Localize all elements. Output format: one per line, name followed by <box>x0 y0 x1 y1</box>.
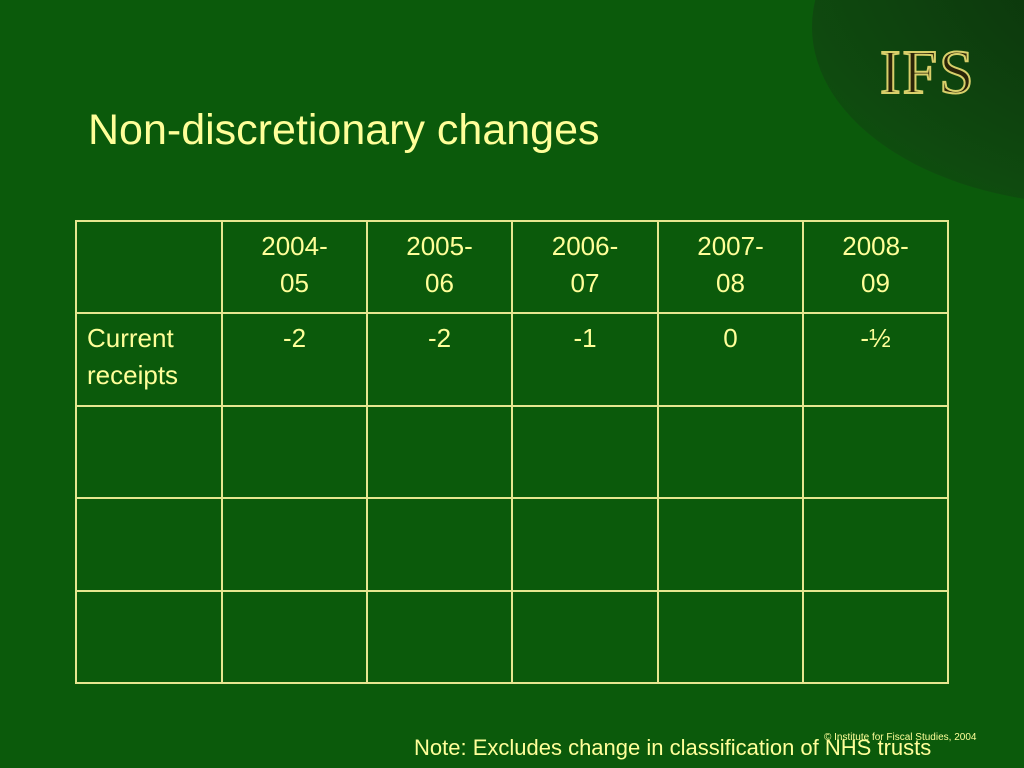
table-header-cell: 2004-05 <box>221 219 368 315</box>
table-cell <box>511 589 659 685</box>
footnote: Note: Excludes change in classification … <box>414 735 932 760</box>
table-header-cell: 2007-08 <box>657 219 804 315</box>
header-label-2004: 2004-05 <box>261 231 328 298</box>
header-label-2006: 2006-07 <box>551 231 619 298</box>
copyright-text: © Institute for Fiscal Studies, 2004 <box>824 732 977 743</box>
ifs-logo: IFS <box>879 38 976 108</box>
header-label-2008: 2008-09 <box>842 231 909 298</box>
table-cell: -½ <box>802 312 949 407</box>
table-cell: -1 <box>511 312 659 407</box>
table-cell <box>657 404 804 500</box>
table-cell: -2 <box>221 312 368 407</box>
slide-title: Non-discretionary changes <box>88 106 600 154</box>
table-cell <box>657 589 804 685</box>
header-label-2005: 2005-06 <box>406 231 473 298</box>
table-cell <box>802 589 949 685</box>
table-cell <box>657 497 804 592</box>
table-cell: 0 <box>657 312 804 407</box>
row-label <box>75 589 223 685</box>
table-cell <box>366 497 513 592</box>
row-label <box>75 497 223 592</box>
header-label-2007: 2007-08 <box>697 231 764 298</box>
data-table: 2004-05 2005-06 2006-07 2007-08 2008-09 … <box>75 219 949 685</box>
row-label <box>75 404 223 500</box>
table-cell <box>221 589 368 685</box>
table-header-row: 2004-05 2005-06 2006-07 2007-08 2008-09 <box>75 219 949 315</box>
table-cell <box>366 589 513 685</box>
table-header-cell: 2006-07 <box>511 219 659 315</box>
table-cell <box>511 404 659 500</box>
table-cell <box>221 497 368 592</box>
table-row <box>75 589 949 685</box>
table-cell: -2 <box>366 312 513 407</box>
row-label: Current receipts <box>75 312 223 407</box>
table-row: Current receipts -2 -2 -1 0 -½ <box>75 312 949 407</box>
table-header-cell: 2008-09 <box>802 219 949 315</box>
table-cell <box>221 404 368 500</box>
table-cell <box>366 404 513 500</box>
table-cell <box>802 497 949 592</box>
table-cell <box>511 497 659 592</box>
table-cell <box>802 404 949 500</box>
table-row <box>75 404 949 500</box>
table-row <box>75 497 949 592</box>
table-header-cell-empty <box>75 219 223 315</box>
table-header-cell: 2005-06 <box>366 219 513 315</box>
